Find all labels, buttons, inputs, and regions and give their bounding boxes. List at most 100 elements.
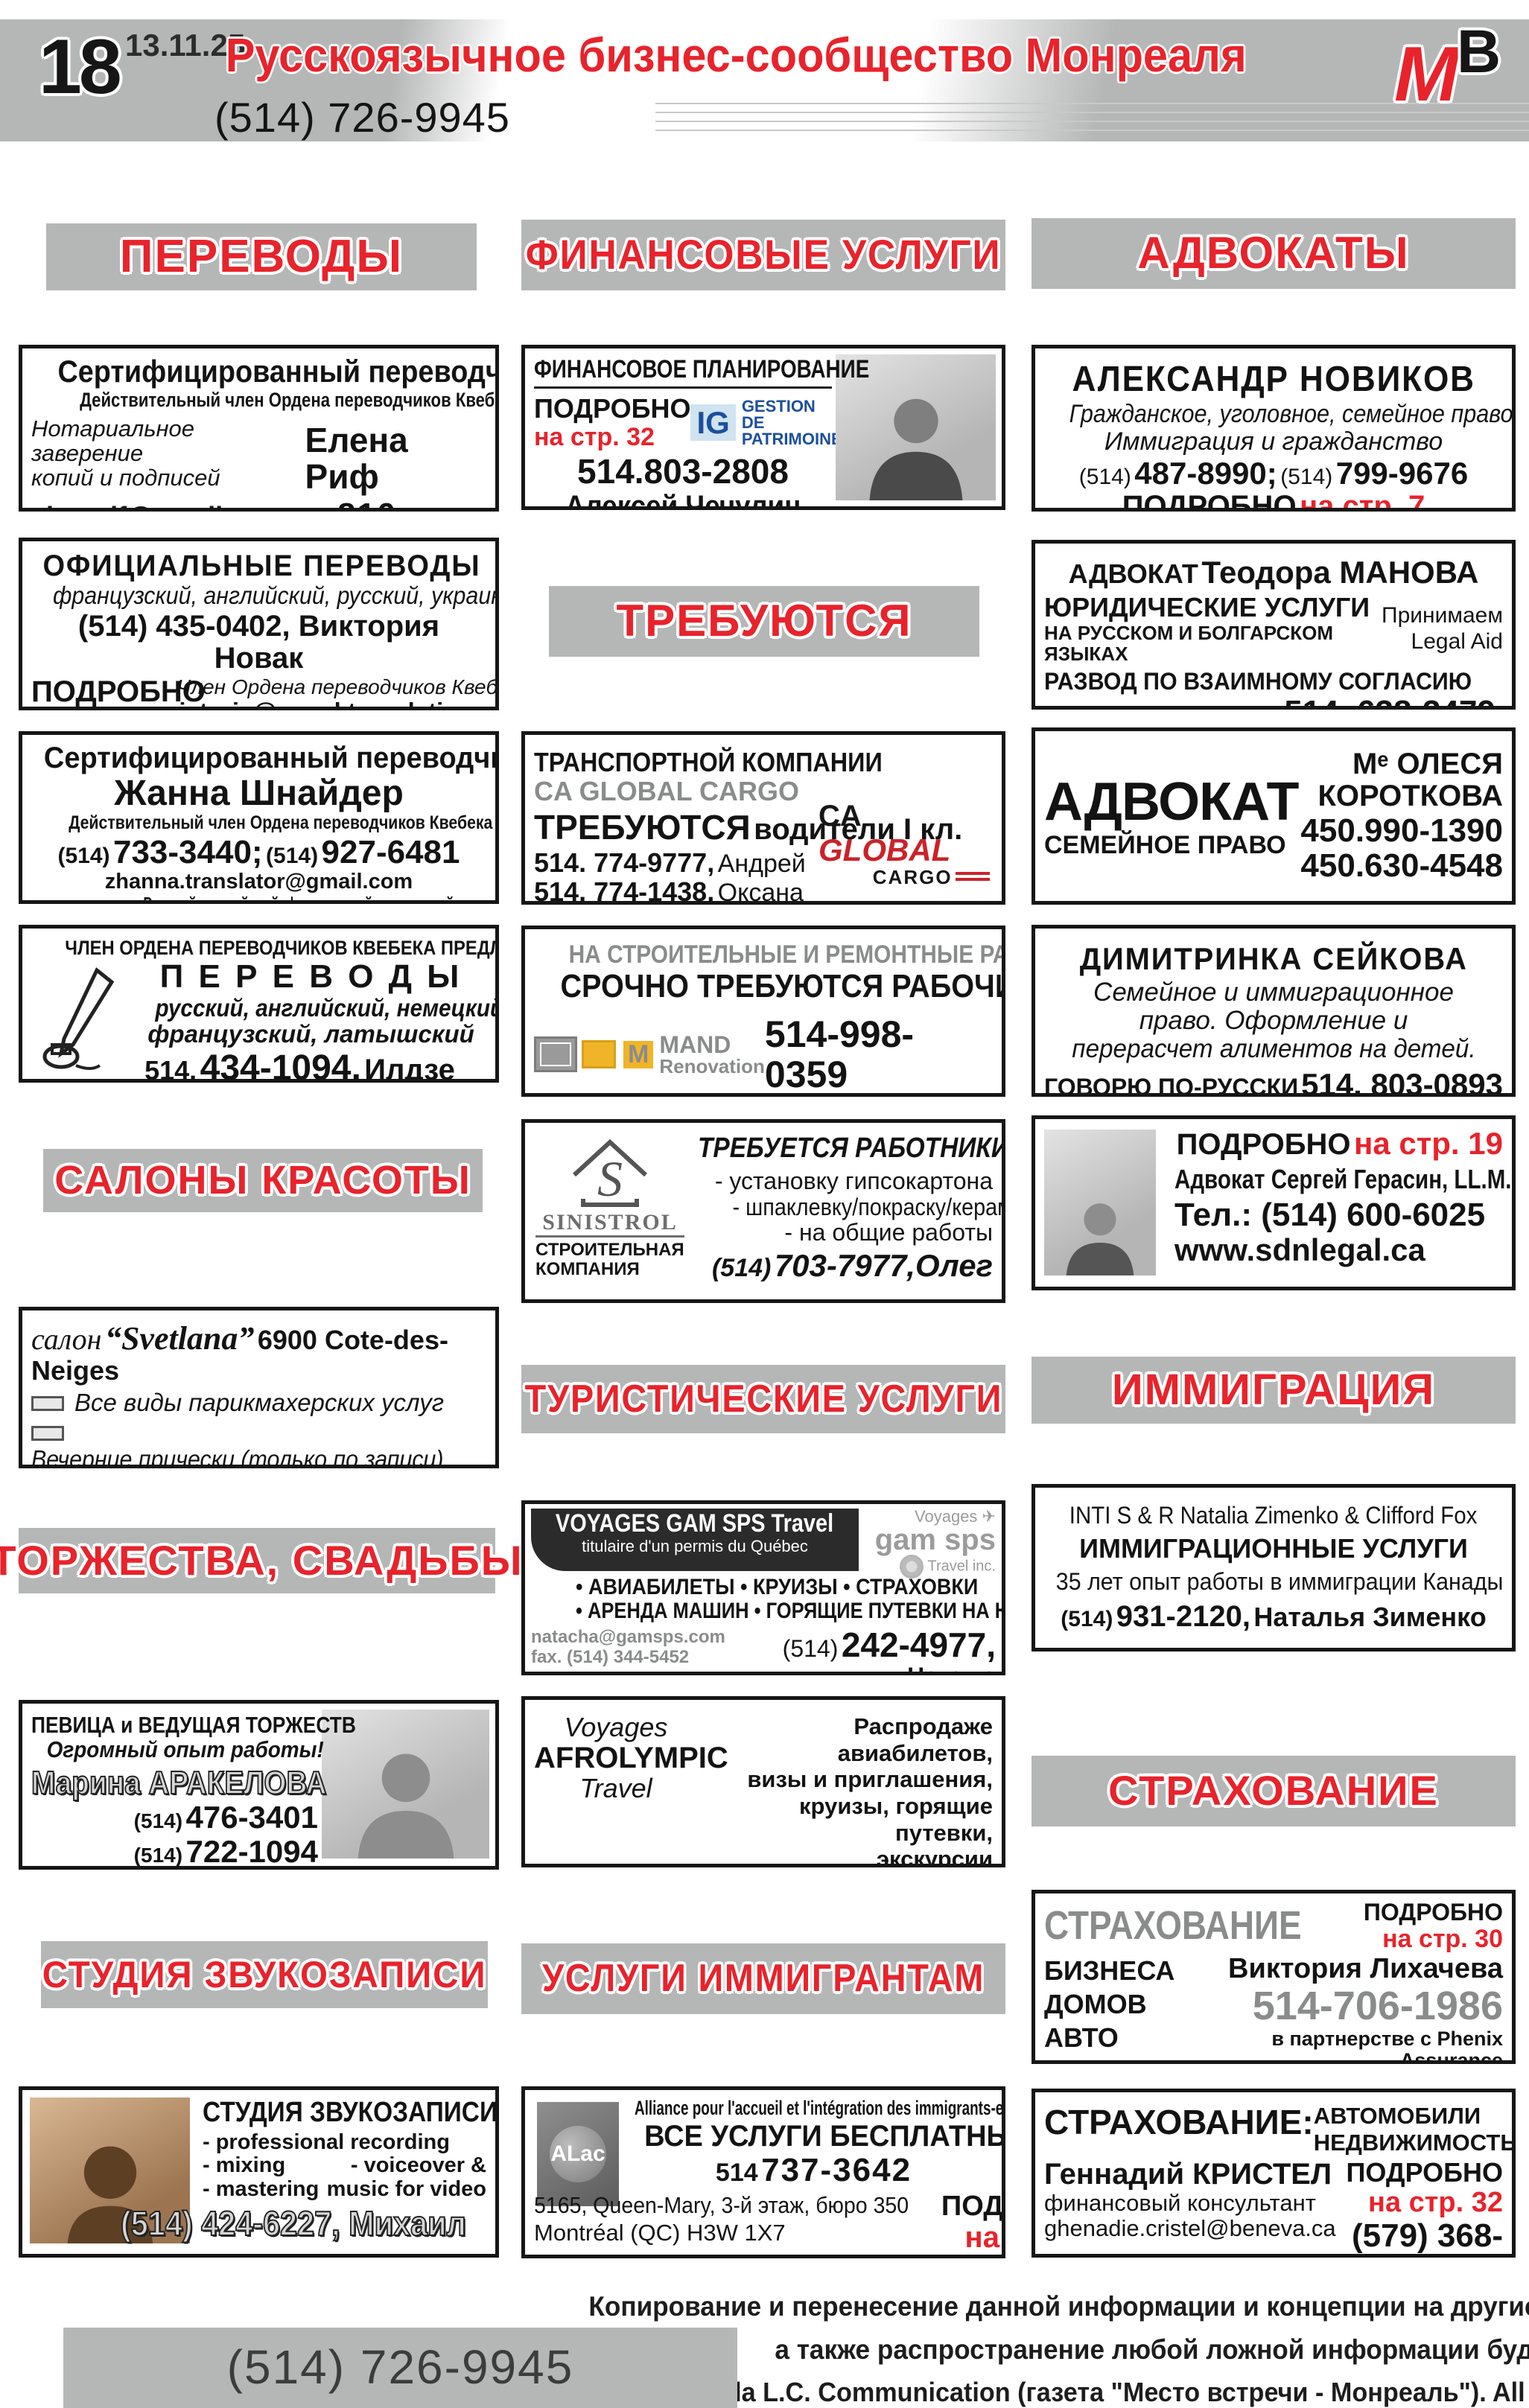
detail-ref: ПОДРОБНО на стр. 19 (1176, 1126, 1503, 1161)
website: www.sdnlegal.ca (1174, 1232, 1425, 1267)
ad-sinistrol-workers: S SINISTROL СТРОИТЕЛЬНАЯ КОМПАНИЯ ТРЕБУЕ… (521, 1119, 1005, 1303)
contact-block: Mᵉ ОЛЕСЯ КОРОТКОВА 450.990-1390 450.630-… (1300, 748, 1503, 885)
ad-insurance-kristel: СТРАХОВАНИЕ: АВТОМОБИЛИ НЕДВИЖИМОСТЬ Ген… (1031, 2089, 1516, 2258)
page-title: Русскоязычное бизнес-сообщество Монреаля (225, 28, 1247, 82)
partner-note: в партнерстве с Phenix Assurance (1271, 2027, 1503, 2064)
house-icon: S (572, 1138, 648, 1207)
globe-icon (900, 1555, 924, 1579)
detail-ref: ПОДРОБНО на стр. 32 (534, 392, 691, 451)
globe-icon (550, 2126, 606, 2182)
legal-aid-note: Принимаем Legal Aid (1382, 603, 1503, 654)
member-note: Действительный член Ордена переводчиков … (69, 812, 493, 834)
person-name: Марина АРАКЕЛОВА (31, 1764, 327, 1801)
practice-areas: Гражданское, уголовное, семейное право. (1069, 399, 1516, 428)
detail-ref: ПОДРОБНО на стр. 32 (579) 368-9229 (1336, 2158, 1503, 2255)
work-item: - на общие работы (784, 1219, 993, 1246)
contact-block: Виктория Лихачева 514-706-1986 в партнер… (1174, 1953, 1503, 2064)
baby-photo (30, 2098, 190, 2243)
ad-salon-svetlana: салон “Svetlana” 6900 Cote-des-Neiges Вс… (19, 1307, 499, 1468)
detail-ref: ПОДРОБНО на стр. 7 (1122, 489, 1425, 512)
ad-lawyer-gerasin: ПОДРОБНО на стр. 19 Адвокат Сергей Герас… (1031, 1115, 1516, 1290)
work-item: - шпаклевку/покраску/керамику (732, 1193, 1002, 1220)
advisor-photo (836, 354, 996, 500)
section-translations: ПЕРЕВОДЫ (46, 223, 477, 290)
service-item: - mastering (203, 2176, 320, 2201)
pen-inkwell-icon (42, 967, 115, 1070)
plane-icon: ✈ (982, 1507, 996, 1526)
page-number: 18 (39, 24, 122, 110)
work-item: - установку гипсокартона (714, 1168, 993, 1195)
phone-number: (514) 435-0402, Виктория Новак (77, 609, 440, 675)
person-name: Жанна Шнайдер (114, 774, 404, 814)
masthead-phone: (514) 726-9945 (214, 94, 510, 141)
email: elenarif@gmail.com (31, 502, 285, 508)
experience-note: Огромный опыт работы! (46, 1736, 324, 1763)
email: victoria@novaktranslation.com (165, 698, 495, 707)
phone-number: (514) 703-7977,Олег (711, 1247, 993, 1283)
phones: (514) 242-4977, Наташа office: (514) 344… (782, 1625, 996, 1672)
ad-recording-studio: СТУДИЯ ЗВУКОЗАПИСИ - professional record… (19, 2086, 499, 2258)
phone-number: 514. 434-1094, Илдзе (113, 1049, 486, 1083)
phone-number: 514.803-2808 (577, 452, 789, 491)
phone-numbers: (514) 733-3440; (514) 927-6481 (57, 834, 460, 871)
services: Распродаже авиабилетов, визы и приглашен… (747, 1713, 993, 1867)
agency-name: Voyages AFROLYMPIC Travel (534, 1712, 728, 1804)
practice-line-3: перерасчет алиментов на детей. (1071, 1033, 1476, 1063)
ad-lawyer-seykova: ДИМИТРИНКА СЕЙКОВА Семейное и иммиграцио… (1031, 925, 1516, 1097)
phone-number: 450.990-1390 (1300, 812, 1503, 849)
phone-number: (514) 424-6227, Михаил (120, 2203, 467, 2243)
person-name: Адвокат Сергей Герасин, LL.M. (1174, 1164, 1512, 1195)
email: natacha@gamsps.com (531, 1626, 725, 1647)
person-name: Алексей Чечулин (565, 489, 801, 510)
services: ЮРИДИЧЕСКИЕ УСЛУГИ НА РУССКОМ И БОЛГАРСК… (1044, 592, 1370, 666)
phone-number: 514-998-0359 (764, 1013, 915, 1096)
phone-number: 514 737-3642 (715, 2152, 912, 2189)
service-item: Все виды парикмахерских услуг (31, 1389, 486, 1416)
gamsps-banner: VOYAGES GAM SPS Travel titulaire d'un pe… (531, 1509, 859, 1571)
insurance-types: БИЗНЕСА ДОМОВ АВТО (1044, 1955, 1175, 2054)
practice-line-2: право. Оформление и (1139, 1006, 1408, 1036)
detail-ref: ПОДРОБНО на стр. 31 (941, 2190, 1004, 2254)
company-line: INTI S & R Natalia Zimenko & Clifford Fo… (1069, 1502, 1478, 1529)
contacts: natacha@gamsps.com fax. (514) 344-5452 w… (531, 1626, 725, 1672)
detail-ref: ПОДРОБНО на стр. 30 (1363, 1899, 1503, 1953)
phone-number-2: 450.630-4548 (1300, 847, 1503, 885)
address: 6900 Cote-des-Neiges (31, 1325, 448, 1386)
section-help-wanted: ТРЕБУЮТСЯ (549, 586, 979, 657)
ad-title: СТУДИЯ ЗВУКОЗАПИСИ (203, 2097, 498, 2128)
member-note: Член Ордена переводчиков Квебека (177, 675, 499, 699)
ad-title: Сертифицированный переводчик (43, 742, 499, 774)
salon-header: салон “Svetlana” 6900 Cote-des-Neiges (31, 1320, 448, 1386)
salon-name: “Svetlana” (104, 1320, 255, 1357)
lawyer-photo (1044, 1130, 1156, 1275)
practice-line: Семейное и иммиграционное (1093, 978, 1454, 1007)
vacancy-line: ТРЕБУЮТСЯ водители I кл. (534, 807, 963, 847)
person-name: Виктория Новак (214, 609, 440, 675)
phone-numbers: (514) 487-8990; (514) 799-9676 (1078, 456, 1469, 491)
phone-number: 514. 774-9777, Андрей (534, 847, 806, 879)
logo-letter-v: В (1457, 18, 1501, 86)
alac-logo: ALac (537, 2102, 619, 2206)
languages: французский, английский, русский, украин… (53, 582, 495, 610)
phone-number: 514. 803-0893 (1301, 1066, 1503, 1097)
person-name: Илдзе (364, 1053, 455, 1083)
language-note: ГОВОРЮ ПО-РУССКИ (1044, 1073, 1299, 1097)
ad-singer-arakelova: ПЕВИЦА и ВЕДУЩАЯ ТОРЖЕСТВ Огромный опыт … (19, 1700, 499, 1870)
ad-title: СТРАХОВАНИЕ: (1044, 2103, 1314, 2141)
footer-phone: (514) 726-9945 (63, 2328, 737, 2408)
ad-subtitle: Действительный член Ордена переводчиков … (80, 389, 499, 412)
speed-lines-icon (956, 871, 990, 884)
phone-number: Тел.: (514) 600-6025 (1174, 1197, 1486, 1234)
service-item: Вечерние прически (только по записи) (31, 1419, 486, 1465)
ad-translator-shnaider: Сертифицированный переводчик Жанна Шнайд… (19, 731, 499, 904)
legal-notice-line1: Копирование и перенесение данной информа… (588, 2291, 1529, 2322)
person-name: Виктория Лихачева (1228, 1953, 1503, 1985)
person-name: Теодора МАНОВА (1201, 555, 1479, 590)
member-note: ЧЛЕН ОРДЕНА ПЕРЕВОДЧИКОВ КВЕБЕКА ПРЕДЛАГ… (65, 937, 499, 959)
phone-number: (579) 368-9229 (1351, 2217, 1503, 2255)
languages: русский, английский, немецкий, (155, 993, 499, 1022)
ad-title: ИММИГРАЦИОННЫЕ УСЛУГИ (1079, 1532, 1468, 1564)
ad-title: СРОЧНО ТРЕБУЮТСЯ РАБОЧИЕ (560, 967, 1005, 1004)
service-item: music for video (326, 2176, 486, 2201)
